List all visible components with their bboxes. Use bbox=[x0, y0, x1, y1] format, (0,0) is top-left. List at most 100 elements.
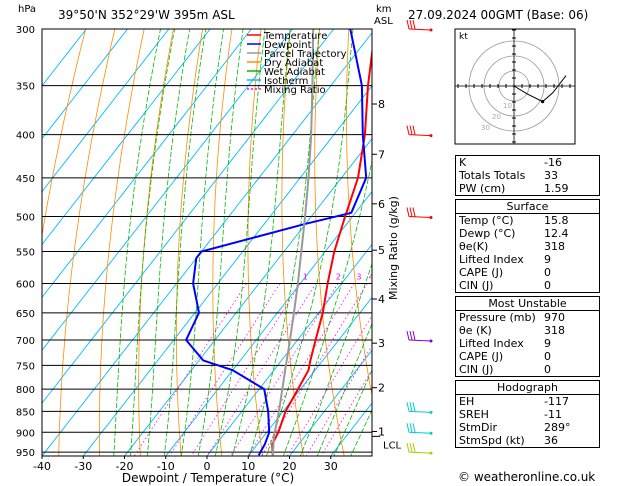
pressure-tick-label: 300 bbox=[16, 25, 35, 36]
plot-area: 1 2 3 4 6 8 10 15 20 25 bbox=[42, 29, 372, 456]
hodograph-row: StmDir 289° bbox=[456, 421, 599, 434]
hodograph-label: StmDir bbox=[459, 421, 498, 434]
pressure-tick-label: 350 bbox=[16, 82, 35, 93]
most-unstable-label: Pressure (mb) bbox=[459, 311, 536, 324]
most-unstable-row: θe (K) 318 bbox=[456, 324, 599, 337]
hodograph-table: Hodograph EH -117 SREH -11 StmDir 289° StmSpd … bbox=[455, 380, 600, 448]
surface-value: 9 bbox=[544, 253, 551, 266]
hodograph-row: StmSpd (kt) 36 bbox=[456, 434, 599, 447]
isotherm-line bbox=[247, 296, 372, 456]
surface-title: Surface bbox=[506, 200, 549, 213]
wind-barb-flag bbox=[409, 19, 413, 30]
surface-row: CAPE (J) 0 bbox=[456, 266, 599, 279]
wind-barb-flag bbox=[412, 402, 416, 412]
copyright-footer: © weatheronline.co.uk bbox=[458, 470, 596, 484]
hodograph-row: SREH -11 bbox=[456, 408, 599, 421]
mixing-ratio-label: 3 bbox=[356, 272, 361, 281]
pressure-tick-label: 650 bbox=[16, 309, 35, 320]
surface-row: θe(K) 318 bbox=[456, 240, 599, 253]
x-tick-label: -40 bbox=[33, 460, 51, 473]
parcel-trajectory-line bbox=[271, 29, 315, 456]
surface-label: CAPE (J) bbox=[459, 266, 504, 279]
index-value: 1.59 bbox=[544, 182, 569, 195]
hodograph-unit-label: kt bbox=[459, 32, 468, 42]
dewpoint-line bbox=[184, 29, 368, 456]
pressure-tick-label: 750 bbox=[16, 361, 35, 372]
isotherm-line bbox=[42, 29, 335, 404]
lcl-label: LCL bbox=[383, 440, 402, 451]
surface-table: Surface Temp (°C) 15.8 Dewp (°C) 12.4 θe(K) 3… bbox=[455, 199, 600, 293]
most-unstable-label: θe (K) bbox=[459, 324, 492, 337]
index-row: K -16 bbox=[456, 156, 599, 169]
dry-adiabat-line bbox=[42, 29, 87, 238]
surface-row: CIN (J) 0 bbox=[456, 279, 599, 292]
mixing-ratio-line bbox=[286, 314, 372, 456]
wet-adiabat-line bbox=[180, 29, 224, 456]
pressure-tick-label: 450 bbox=[16, 174, 35, 185]
hodograph-label: StmSpd (kt) bbox=[459, 434, 525, 447]
indices-table: K -16 Totals Totals 33 PW (cm) 1.59 bbox=[455, 155, 600, 196]
mixing-ratio-label: 2 bbox=[336, 272, 341, 281]
most-unstable-row: CAPE (J) 0 bbox=[456, 350, 599, 363]
most-unstable-row: Pressure (mb) 970 bbox=[456, 310, 599, 324]
legend-label: Dewpoint bbox=[264, 40, 312, 51]
mixing-ratio-label: 1 bbox=[303, 272, 308, 281]
km-tick-label: 7 bbox=[378, 148, 385, 161]
wet-adiabat-line bbox=[350, 408, 372, 456]
dry-adiabat-line bbox=[58, 29, 116, 456]
wind-barb-shaft bbox=[408, 28, 432, 31]
index-label: PW (cm) bbox=[459, 182, 506, 195]
km-tick-label: 4 bbox=[378, 293, 385, 306]
hodograph-ring-label: 10 bbox=[503, 102, 512, 110]
pressure-tick-label: 600 bbox=[16, 279, 35, 290]
isotherm-line bbox=[288, 349, 372, 456]
isotherm-line bbox=[123, 137, 372, 456]
pressure-tick-label: 900 bbox=[16, 428, 35, 439]
surface-label: Temp (°C) bbox=[459, 214, 514, 227]
km-tick-label: 5 bbox=[378, 244, 385, 257]
km-tick-label: 8 bbox=[378, 98, 385, 111]
hodograph-storm-point bbox=[541, 100, 545, 104]
most-unstable-label: CAPE (J) bbox=[459, 350, 504, 363]
wind-barb-flag bbox=[412, 330, 416, 341]
index-value: 33 bbox=[544, 169, 558, 182]
hodograph-ring-label: 30 bbox=[481, 124, 490, 132]
most-unstable-label: Lifted Index bbox=[459, 337, 524, 350]
most-unstable-row: Lifted Index 9 bbox=[456, 337, 599, 350]
hodograph-value: -117 bbox=[544, 395, 569, 408]
surface-label: CIN (J) bbox=[459, 279, 494, 292]
most-unstable-value: 970 bbox=[544, 311, 565, 324]
wet-adiabat-line bbox=[163, 29, 207, 456]
wet-adiabat-line bbox=[333, 368, 372, 456]
units-asl: ASL bbox=[374, 16, 393, 27]
mixing-ratio-line bbox=[247, 283, 355, 456]
legend-label: Temperature bbox=[263, 31, 327, 42]
surface-row: Lifted Index 9 bbox=[456, 253, 599, 266]
index-label: K bbox=[459, 156, 467, 169]
wind-barb-flag bbox=[409, 402, 413, 412]
wind-barb-flag bbox=[406, 423, 410, 433]
surface-value: 318 bbox=[544, 240, 565, 253]
dry-adiabat-line bbox=[138, 29, 174, 456]
x-tick-label: 20 bbox=[283, 460, 297, 473]
dry-adiabat-line bbox=[314, 29, 345, 456]
surface-value: 0 bbox=[544, 266, 551, 279]
mixing-ratio-axis-label: Mixing Ratio (g/kg) bbox=[387, 196, 400, 300]
dry-adiabat-line bbox=[99, 29, 145, 456]
wind-barb-shaft bbox=[408, 339, 432, 342]
most-unstable-title: Most Unstable bbox=[488, 297, 567, 310]
wet-adiabat-line bbox=[146, 29, 191, 456]
dry-adiabat-line bbox=[247, 29, 264, 456]
wind-barb-dot bbox=[429, 134, 433, 138]
indices-panel: K -16 Totals Totals 33 PW (cm) 1.59 Surface T… bbox=[455, 155, 600, 448]
hodograph-ring-label: 20 bbox=[492, 113, 501, 121]
x-tick-label: 0 bbox=[204, 460, 211, 473]
surface-value: 12.4 bbox=[544, 227, 569, 240]
temperature-line bbox=[271, 45, 372, 456]
x-tick-label: -10 bbox=[157, 460, 175, 473]
isotherm-line bbox=[330, 402, 372, 456]
surface-row: Dewp (°C) 12.4 bbox=[456, 227, 599, 240]
isotherm-line bbox=[165, 190, 372, 456]
index-row: Totals Totals 33 bbox=[456, 169, 599, 182]
wind-barb-shaft bbox=[408, 431, 432, 434]
